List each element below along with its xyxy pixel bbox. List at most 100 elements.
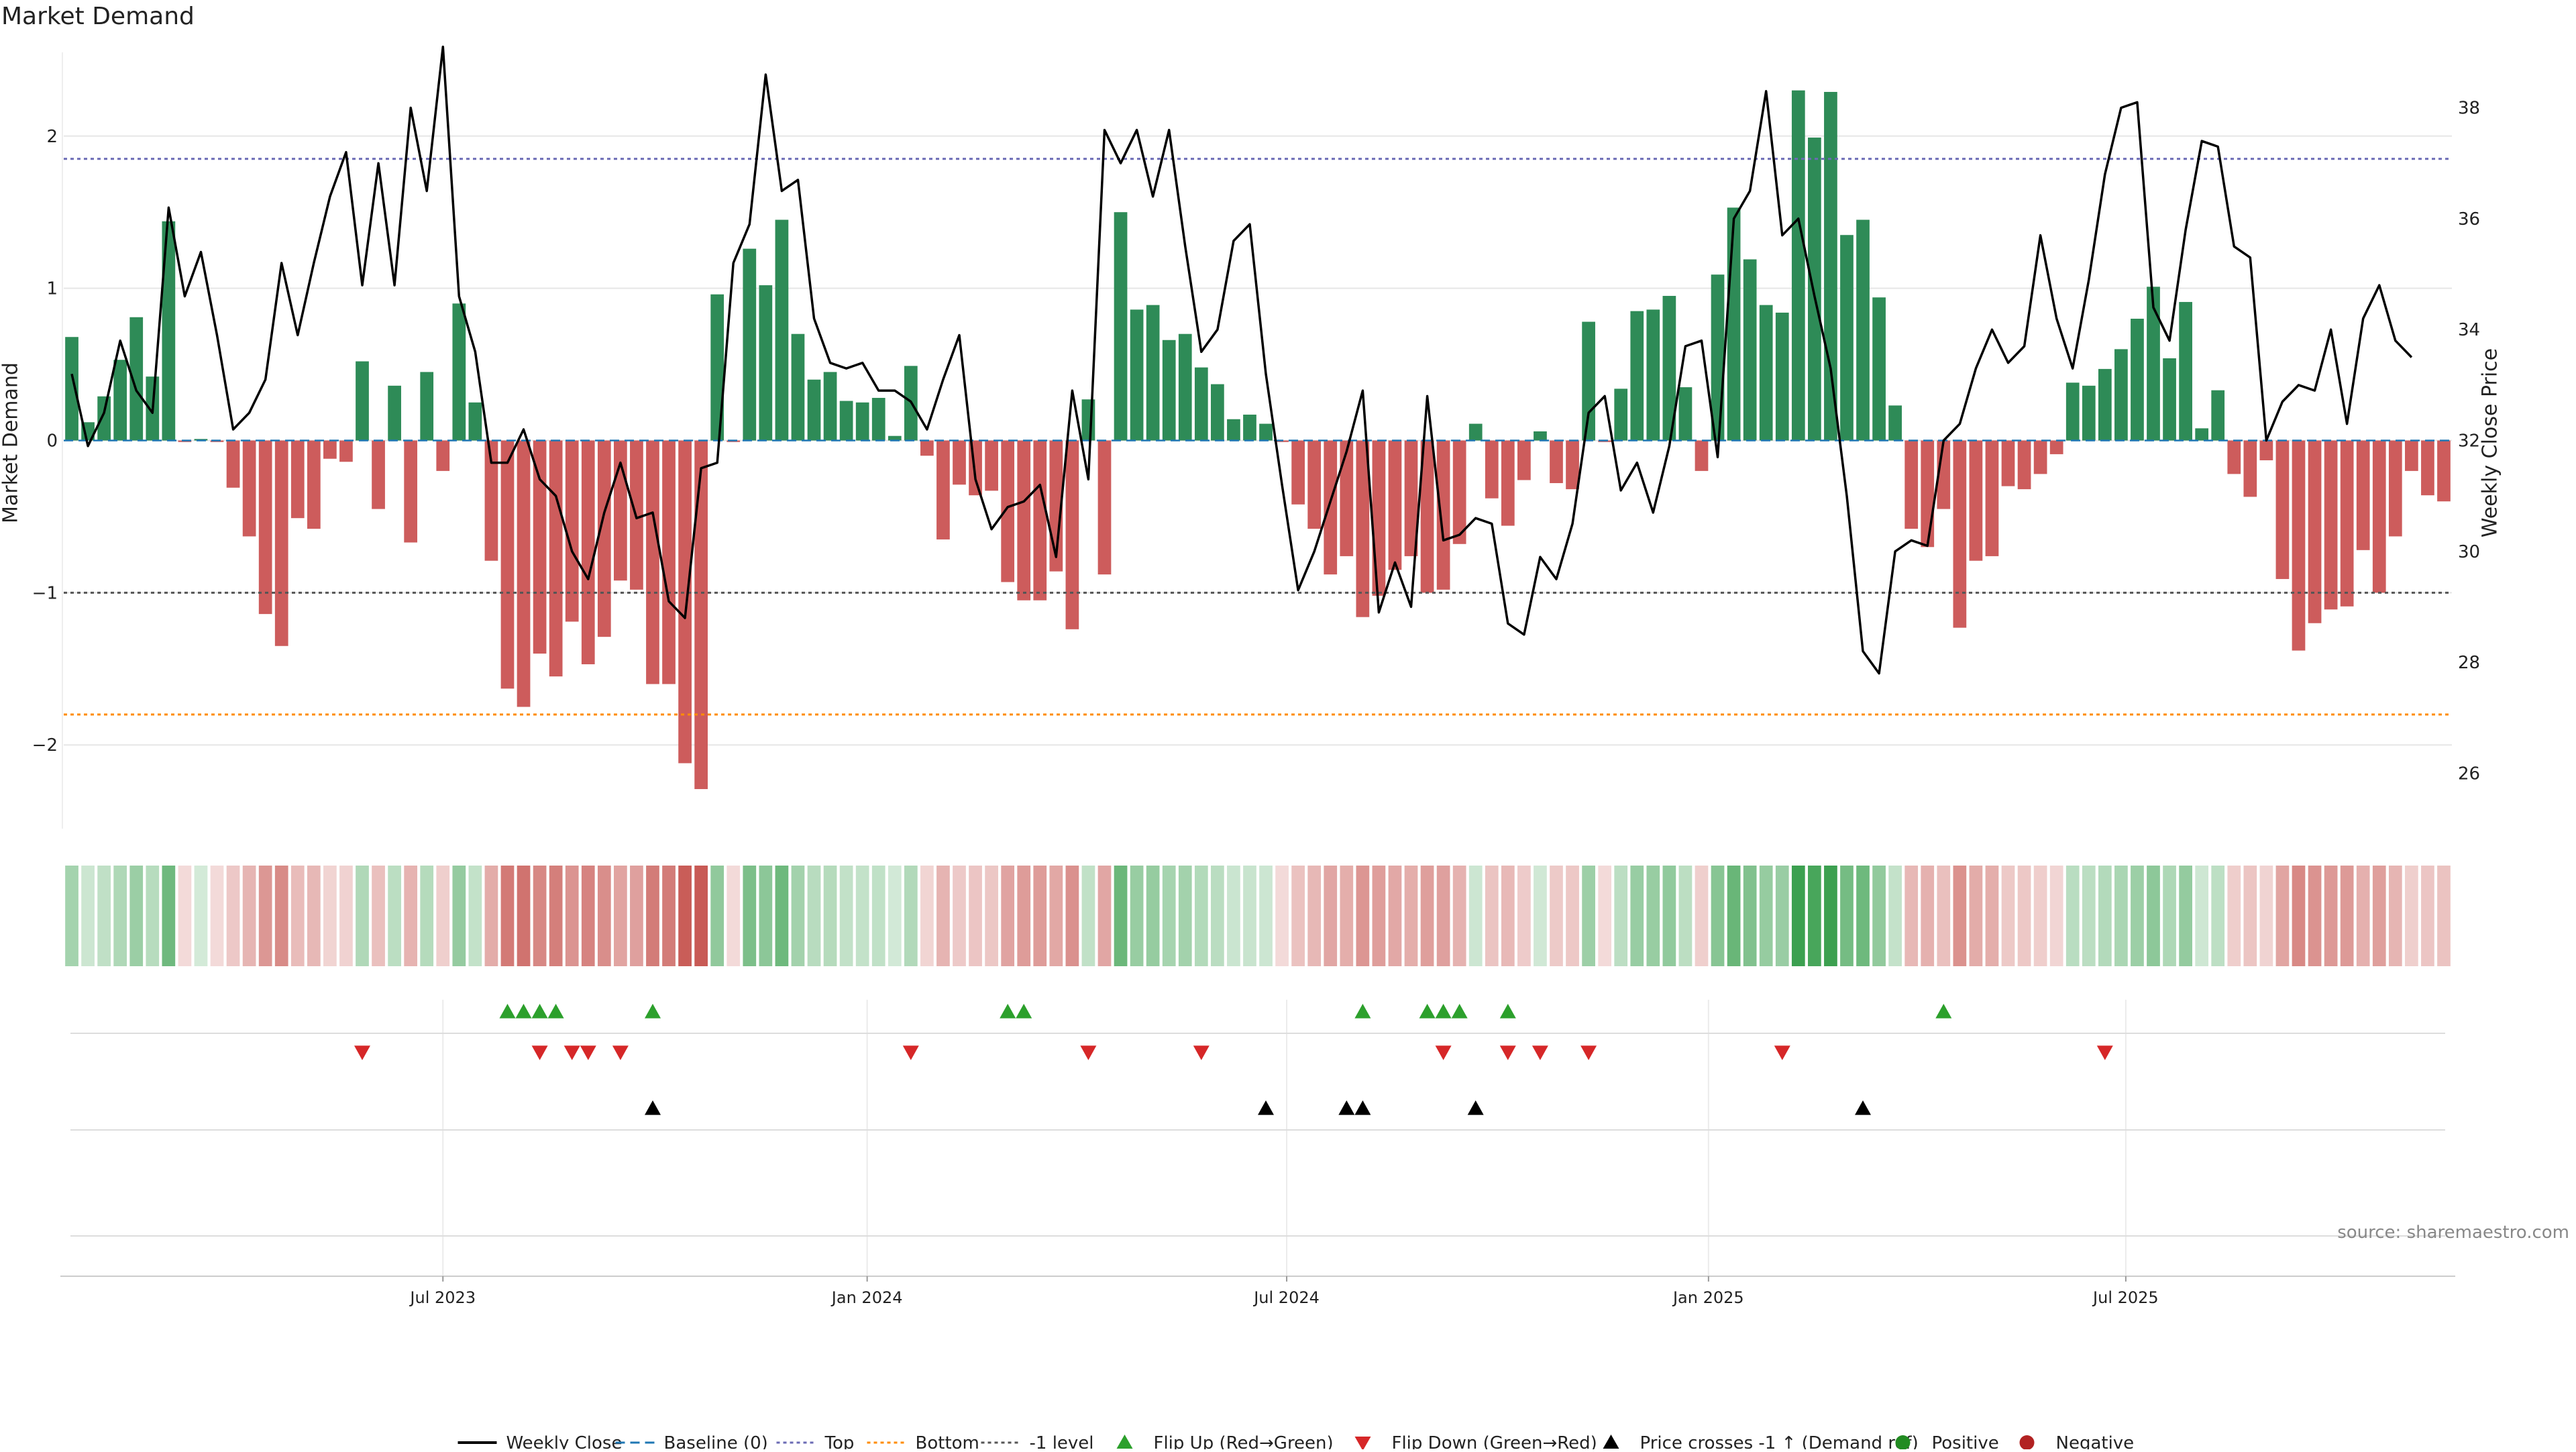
flip-up-marker <box>547 1004 564 1019</box>
heat-cell <box>274 866 288 966</box>
heat-cell <box>162 866 176 966</box>
legend-item-baseline: Baseline (0) <box>615 1433 768 1452</box>
demand-bar <box>855 402 869 441</box>
heat-cell <box>1097 866 1112 966</box>
demand-bar <box>614 440 627 581</box>
demand-bar <box>274 440 288 646</box>
y-tick-label: −1 <box>32 583 58 603</box>
demand-bar <box>936 440 950 539</box>
demand-bar <box>356 361 369 441</box>
legend-swatch <box>2019 1435 2035 1450</box>
legend-item-minus1: -1 level <box>981 1433 1094 1452</box>
demand-bar <box>1614 388 1628 441</box>
heat-cell <box>484 866 498 966</box>
heat-cell <box>1566 866 1579 966</box>
demand-bar <box>565 440 579 622</box>
heat-cell <box>1017 866 1031 966</box>
chart-title: Market Demand <box>1 3 195 30</box>
demand-bar <box>759 285 773 441</box>
heat-cell <box>1227 866 1240 966</box>
y-tick-label: 1 <box>46 279 58 299</box>
y2-tick-label: 28 <box>2458 653 2480 673</box>
heat-cell <box>1646 866 1660 966</box>
demand-bar <box>1678 387 1693 441</box>
flip-up-marker <box>499 1004 516 1019</box>
legend-label: Bottom <box>916 1433 979 1449</box>
heat-cell <box>871 866 885 966</box>
legend-swatch <box>1354 1437 1371 1451</box>
heat-cell <box>226 866 240 966</box>
demand-bar <box>65 337 78 441</box>
flip-up-marker <box>1935 1004 1952 1019</box>
demand-bar <box>1097 440 1112 575</box>
demand-bar <box>1291 440 1305 505</box>
demand-bar <box>1114 212 1128 441</box>
flip-up-marker <box>1354 1004 1371 1019</box>
event-markers <box>70 1004 2445 1237</box>
heat-cell <box>775 866 789 966</box>
demand-bar <box>2049 440 2063 454</box>
heat-cell <box>2195 866 2209 966</box>
heat-cell <box>1808 866 1821 966</box>
demand-bar <box>97 396 111 441</box>
heat-cell <box>2065 866 2080 966</box>
demand-bar <box>1840 235 1854 441</box>
flip-up-marker <box>1000 1004 1016 1019</box>
heat-cell <box>1501 866 1515 966</box>
demand-bar <box>953 440 966 485</box>
heat-cell <box>2114 866 2128 966</box>
heat-cell <box>436 866 450 966</box>
flip-down-marker <box>531 1045 548 1060</box>
price-cross-marker <box>1258 1100 1274 1115</box>
heat-cell <box>759 866 773 966</box>
heat-cell <box>1985 866 1999 966</box>
heat-cell <box>1678 866 1693 966</box>
heat-cell <box>1743 866 1757 966</box>
heat-cell <box>2324 866 2338 966</box>
heat-cell <box>1856 866 1870 966</box>
heat-cell <box>129 866 144 966</box>
heat-cell <box>146 866 160 966</box>
heat-cell <box>1436 866 1450 966</box>
heat-cell <box>1759 866 1773 966</box>
heat-cell <box>1452 866 1466 966</box>
flip-up-marker <box>645 1004 661 1019</box>
flip-down-marker <box>1774 1045 1790 1060</box>
heat-cell <box>1178 866 1192 966</box>
demand-bar <box>2292 440 2306 651</box>
demand-bar <box>920 440 934 456</box>
heat-cell <box>290 866 305 966</box>
demand-bar <box>1550 440 1563 484</box>
demand-bar <box>1227 419 1240 441</box>
demand-bar <box>549 440 563 677</box>
demand-bar <box>1727 207 1741 441</box>
demand-bar <box>242 440 256 537</box>
heat-cell <box>1550 866 1563 966</box>
heat-cell <box>1824 866 1837 966</box>
heat-cell <box>549 866 563 966</box>
flip-down-marker <box>902 1045 919 1060</box>
demand-bar <box>2065 382 2080 441</box>
demand-bar <box>1662 295 1676 441</box>
flip-down-marker <box>1193 1045 1210 1060</box>
demand-bar <box>839 401 853 441</box>
flip-down-marker <box>1435 1045 1452 1060</box>
heat-cell <box>500 866 515 966</box>
legend-label: Positive <box>1932 1433 1999 1449</box>
heat-cell <box>517 866 531 966</box>
heat-cell <box>630 866 643 966</box>
demand-bar <box>2308 440 2322 623</box>
demand-bar <box>372 440 385 509</box>
demand-bar <box>2195 428 2209 441</box>
demand-bar <box>420 372 434 441</box>
demand-bar <box>2405 440 2418 471</box>
legend-item-flip_up: Flip Up (Red→Green) <box>1116 1433 1334 1452</box>
heat-cell <box>420 866 434 966</box>
heat-cell <box>1775 866 1789 966</box>
demand-bar <box>1630 311 1644 441</box>
heat-cell <box>1969 866 1983 966</box>
demand-bar <box>710 294 724 441</box>
heat-cell <box>1614 866 1628 966</box>
heat-cell <box>178 866 192 966</box>
